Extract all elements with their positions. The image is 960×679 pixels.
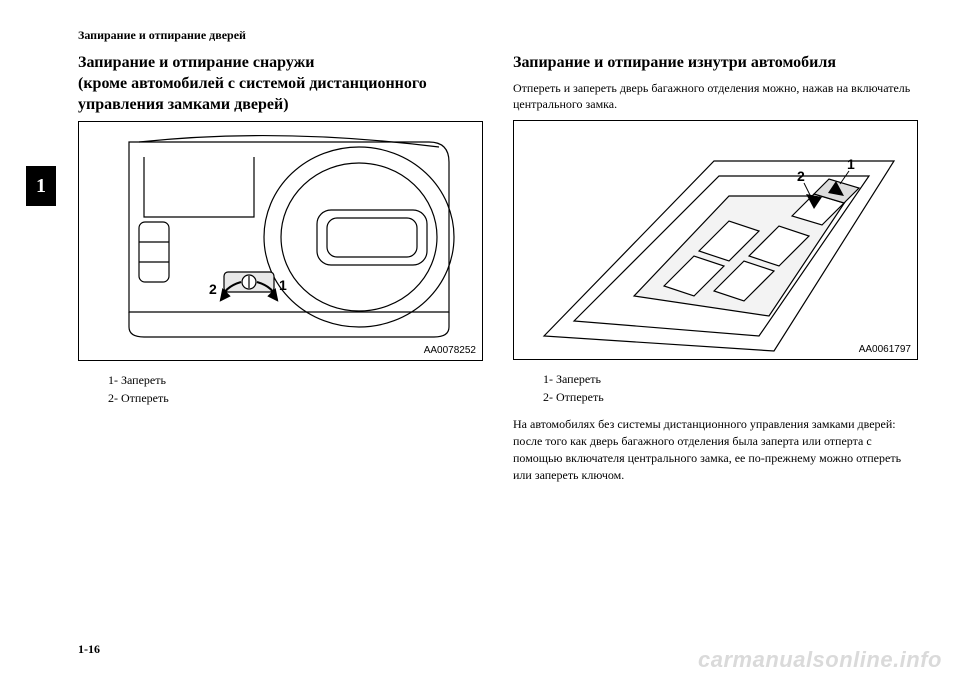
marker-2-label: 2	[209, 281, 217, 297]
right-body-text: На автомобилях без системы дистанционног…	[513, 416, 918, 483]
left-legend: 1- Запереть 2- Отпереть	[108, 371, 483, 407]
two-column-layout: Запирание и отпирание снаружи (кроме авт…	[78, 53, 910, 483]
right-legend-2: 2- Отпереть	[543, 388, 918, 406]
watermark: carmanualsonline.info	[698, 647, 942, 673]
marker-2-label-r: 2	[797, 168, 805, 184]
right-figure: 1 2 AA0061797	[513, 120, 918, 360]
vehicle-rear-illustration: 1 2	[79, 122, 482, 360]
left-heading: Запирание и отпирание снаружи (кроме авт…	[78, 53, 483, 115]
right-intro: Отпереть и запереть дверь багажного отде…	[513, 80, 918, 112]
right-figure-id: AA0061797	[859, 344, 911, 355]
running-header: Запирание и отпирание дверей	[78, 28, 910, 43]
left-figure: 1 2 AA0078252	[78, 121, 483, 361]
left-legend-1: 1- Запереть	[108, 371, 483, 389]
right-heading: Запирание и отпирание изнутри автомобиля	[513, 53, 918, 74]
left-legend-2: 2- Отпереть	[108, 389, 483, 407]
marker-1-label-r: 1	[847, 156, 855, 172]
door-switch-illustration: 1 2	[514, 121, 917, 359]
right-legend-1: 1- Запереть	[543, 370, 918, 388]
page-container: Запирание и отпирание дверей 1 Запирание…	[0, 0, 960, 679]
left-figure-id: AA0078252	[424, 345, 476, 356]
right-column: Запирание и отпирание изнутри автомобиля…	[513, 53, 918, 483]
left-column: Запирание и отпирание снаружи (кроме авт…	[78, 53, 483, 483]
chapter-tab: 1	[26, 166, 56, 206]
marker-1-label: 1	[279, 277, 287, 293]
page-number: 1-16	[78, 642, 100, 657]
right-legend: 1- Запереть 2- Отпереть	[543, 370, 918, 406]
